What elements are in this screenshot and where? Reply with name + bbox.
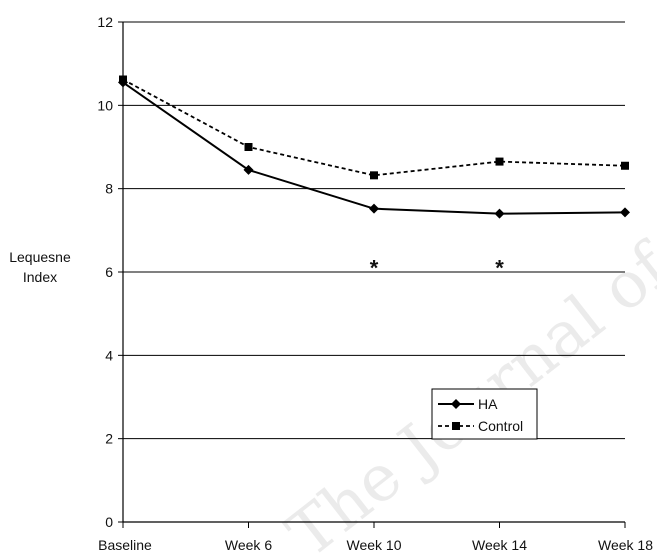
series-line-ha [122,81,626,215]
y-axis-label: Lequesne [9,249,71,265]
y-tick-label: 4 [105,347,113,363]
x-tick-label: Baseline [98,537,152,553]
y-tick-label: 6 [105,264,113,280]
x-tick-label: Week 14 [472,537,527,553]
series-line-control [122,78,626,177]
data-point-ha [620,207,630,218]
data-point-control [244,143,253,151]
data-point-ha [243,164,254,175]
data-point-control [621,161,629,170]
x-tick-label: Week 10 [347,537,402,553]
y-tick-label: 0 [105,514,113,530]
y-axis-label: Index [23,269,57,285]
data-point-ha [494,208,505,219]
x-tick-label: Week 18 [598,537,653,553]
significance-marker: * [495,256,504,281]
data-point-ha [369,203,379,214]
legend-marker-control [452,422,460,430]
x-tick-label: Week 6 [225,537,272,553]
legend-label-control: Control [478,418,523,434]
legend-box [431,388,538,440]
y-tick-label: 10 [97,97,113,113]
data-point-control [119,75,127,84]
significance-marker: * [370,256,379,281]
y-tick-label: 12 [97,14,113,30]
data-point-control [370,171,378,180]
data-point-control [495,157,504,166]
y-tick-label: 2 [105,431,113,447]
legend-label-ha: HA [478,396,498,412]
y-tick-label: 8 [105,181,113,197]
legend-marker-ha [451,399,461,409]
